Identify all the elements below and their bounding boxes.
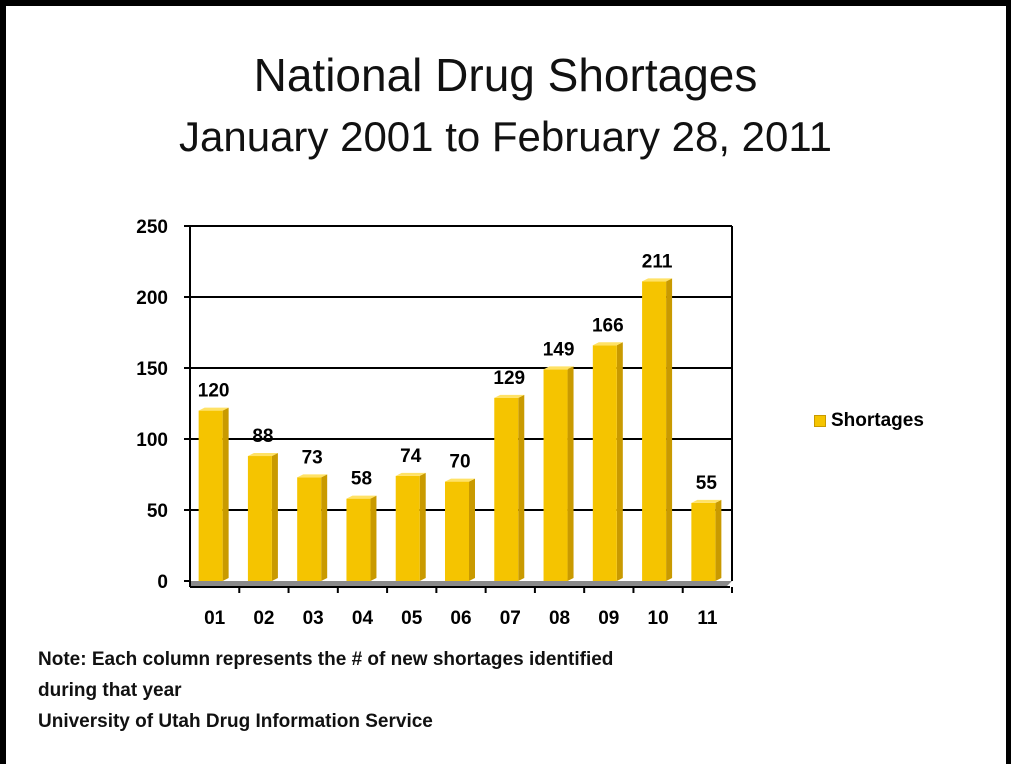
legend-label: Shortages (831, 410, 924, 431)
bar (543, 369, 568, 581)
bar-side (419, 472, 426, 581)
bar-top (494, 394, 525, 398)
bar-top (642, 278, 673, 282)
bar-top (691, 499, 722, 503)
y-tick-label: 200 (136, 288, 168, 309)
bar-side (271, 453, 278, 581)
y-tick-label: 100 (136, 430, 168, 451)
bar-side (666, 278, 673, 581)
chart-floor (190, 581, 732, 587)
bar-side (370, 495, 377, 581)
y-tick-label: 150 (136, 359, 168, 380)
data-label: 70 (449, 452, 470, 473)
bar-side (518, 394, 525, 581)
bar (445, 481, 469, 581)
bar (346, 498, 371, 581)
y-tick-label: 250 (136, 217, 168, 238)
y-tick-label: 0 (157, 572, 168, 593)
bar (247, 456, 272, 581)
chart-legend: Shortages (814, 410, 924, 432)
data-label: 129 (493, 368, 525, 389)
data-label: 120 (198, 381, 230, 402)
data-label: 73 (302, 447, 323, 468)
bar-side (222, 407, 229, 581)
bar-side (567, 366, 574, 581)
bar (198, 410, 223, 581)
data-label: 58 (351, 469, 372, 490)
bar-top (198, 407, 229, 411)
x-tick-label: 06 (450, 608, 471, 629)
bar-side (469, 478, 475, 581)
bar (691, 502, 716, 581)
chart-notes: Note: Each column represents the # of ne… (38, 644, 613, 737)
x-tick-label: 08 (549, 608, 570, 629)
bar (395, 475, 420, 581)
bar-top (445, 478, 475, 482)
bar-top (592, 342, 623, 346)
bar (642, 281, 667, 581)
data-label: 166 (592, 315, 624, 336)
bar-top (297, 474, 328, 478)
data-label: 55 (696, 473, 718, 494)
x-tick-label: 03 (303, 608, 324, 629)
legend-swatch (814, 415, 826, 427)
x-tick-label: 05 (401, 608, 423, 629)
x-tick-label: 04 (352, 608, 374, 629)
bar (494, 397, 519, 581)
data-label: 211 (642, 251, 673, 272)
note-line-2: during that year (38, 680, 182, 701)
y-tick-label: 50 (147, 501, 168, 522)
data-label: 149 (543, 339, 575, 360)
chart-subtitle: January 2001 to February 28, 2011 (179, 113, 832, 160)
bar-top (346, 495, 377, 499)
source-line: University of Utah Drug Information Serv… (38, 711, 433, 732)
note-line-1: Note: Each column represents the # of ne… (38, 649, 614, 670)
bar (592, 345, 617, 581)
bar (297, 477, 322, 581)
x-tick-label: 10 (648, 608, 669, 629)
x-tick-label: 02 (253, 608, 274, 629)
bar-top (543, 366, 574, 370)
x-tick-label: 01 (204, 608, 226, 629)
bar-side (616, 342, 623, 581)
x-tick-label: 11 (697, 608, 718, 629)
data-label: 74 (400, 446, 422, 467)
bar-top (247, 453, 278, 457)
x-tick-label: 07 (500, 608, 521, 629)
x-tick-label: 09 (598, 608, 619, 629)
bar-top (395, 472, 426, 476)
bar-side (715, 499, 722, 581)
bar-side (321, 474, 328, 581)
data-label: 88 (252, 426, 273, 447)
chart-title: National Drug Shortages (253, 49, 758, 101)
